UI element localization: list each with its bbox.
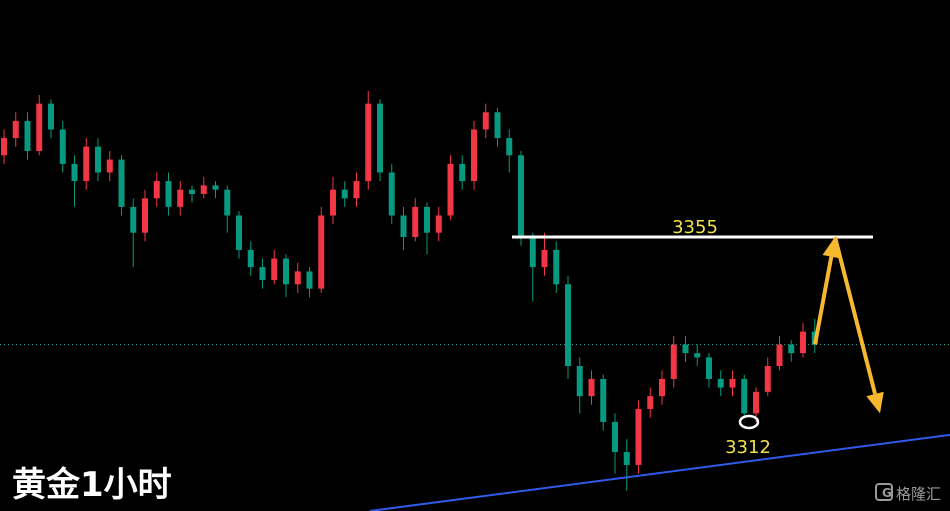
low-marker [738, 414, 760, 430]
candle-body [576, 366, 583, 397]
candle-body [142, 198, 148, 233]
candle-body [741, 378, 748, 414]
logo-icon [875, 483, 893, 501]
trendline [369, 433, 950, 511]
candle-body [529, 237, 536, 268]
low-label: 3312 [725, 437, 771, 458]
candle-body [435, 215, 442, 233]
chart-title: 黄金1小时 [12, 465, 172, 505]
candle-body [600, 378, 607, 422]
candle-body [177, 189, 184, 207]
candle-body [118, 159, 125, 207]
candle-body [294, 271, 301, 285]
candle-body [36, 103, 43, 151]
candle-body [482, 112, 489, 130]
candle-body [259, 267, 266, 281]
candle-body [635, 409, 642, 465]
candle-body [459, 163, 466, 182]
candle-body [212, 185, 219, 190]
candle-body [165, 181, 172, 207]
candle-body [24, 120, 31, 151]
candle-body [776, 344, 783, 367]
candle-body [189, 189, 195, 194]
watermark: 格隆汇 [896, 485, 941, 503]
candle-body [647, 396, 654, 410]
candle-body [694, 353, 701, 358]
candle-body [670, 344, 677, 379]
candle-body [200, 185, 207, 194]
watermark-logo: G [875, 483, 893, 501]
candle-body [788, 344, 795, 354]
candle-body [271, 258, 278, 281]
candle-body [623, 452, 630, 465]
candle-body [424, 206, 430, 233]
candle-body [236, 215, 242, 250]
candle-body [541, 249, 548, 268]
candle-body [377, 103, 383, 173]
candle-body [306, 271, 313, 289]
candle-body [224, 189, 231, 216]
resistance-label: 3355 [672, 217, 718, 238]
forecast-arrowhead [866, 391, 884, 414]
forecast-arrow [813, 256, 834, 345]
candle-body [800, 331, 806, 354]
candle-body [247, 249, 254, 268]
candle-body [412, 206, 419, 238]
logo-letter: G [882, 486, 892, 500]
candle-body [706, 357, 712, 379]
candle-body [130, 206, 137, 233]
candle-body [388, 172, 395, 216]
candle-body [48, 103, 54, 130]
candle-body [506, 138, 513, 156]
candle-body [565, 284, 571, 367]
candle-body [612, 421, 618, 453]
candle-body [682, 344, 689, 354]
candle-body [659, 378, 665, 397]
candle-body [318, 215, 325, 289]
candle-body [494, 112, 501, 139]
candle-body [588, 378, 595, 397]
candle-body [400, 215, 407, 238]
candle-body [106, 159, 113, 173]
candle-body [153, 181, 160, 199]
candle-body [518, 155, 524, 238]
candle-body [71, 163, 78, 182]
candle-body [341, 189, 348, 199]
plot: 3355 3312 [0, 90, 950, 511]
candle-body [330, 189, 336, 216]
candle-body [753, 391, 759, 414]
candle-body [365, 103, 372, 182]
candle-body [729, 378, 736, 388]
candle-body [553, 249, 560, 285]
candle-body [353, 181, 360, 199]
candle-body [447, 163, 454, 216]
candle-body [717, 378, 724, 388]
candle-body [283, 258, 289, 285]
candle-body [471, 129, 477, 182]
candle-body [59, 129, 66, 164]
candle-body [12, 120, 19, 139]
candle-body [764, 366, 771, 392]
candle-body [95, 146, 101, 173]
candle-body [1, 138, 7, 156]
forecast-arrow [833, 236, 877, 395]
candle-body [83, 146, 90, 182]
